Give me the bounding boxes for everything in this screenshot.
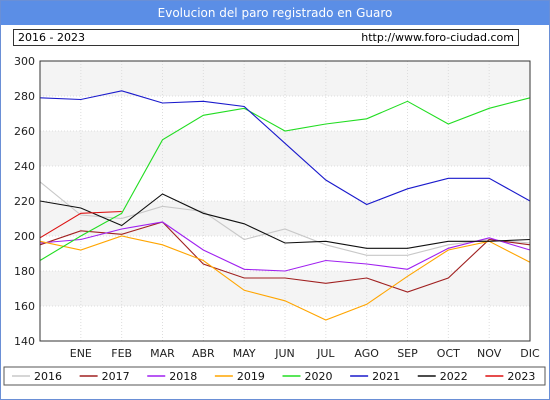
x-tick-label: JUL	[316, 347, 335, 360]
x-tick-label: OCT	[437, 347, 460, 360]
source-url: http://www.foro-ciudad.com	[361, 31, 514, 44]
period-label: 2016 - 2023	[18, 31, 85, 44]
legend-label-2023: 2023	[507, 370, 535, 383]
series-line-2023	[39, 210, 122, 239]
legend-label-2022: 2022	[440, 370, 468, 383]
series-line-2020	[39, 97, 531, 261]
plot-band	[40, 271, 530, 306]
info-bar: 2016 - 2023 http://www.foro-ciudad.com	[13, 29, 519, 46]
legend-box	[3, 366, 546, 386]
x-tick-label: ABR	[192, 347, 215, 360]
y-tick-label: 240	[14, 160, 35, 173]
x-tick-label: FEB	[111, 347, 132, 360]
legend-label-2021: 2021	[372, 370, 400, 383]
plot-band	[40, 96, 530, 131]
y-tick-label: 260	[14, 125, 35, 138]
y-axis-ticks: 140 160 180 200 220 240 260 280 300	[14, 55, 35, 348]
chart-title: Evolucion del paro registrado en Guaro	[1, 1, 549, 25]
y-tick-label: 220	[14, 195, 35, 208]
series-line-2021	[39, 90, 531, 206]
plot-band	[40, 306, 530, 341]
legend: 2016 2017 2018 2019 2020 2021 2022 2023	[3, 366, 546, 386]
x-tick-label: NOV	[477, 347, 502, 360]
legend-label-2016: 2016	[34, 370, 62, 383]
legend-label-2018: 2018	[169, 370, 197, 383]
y-tick-label: 140	[14, 335, 35, 348]
x-axis-ticks: ENE FEB MAR ABR MAY JUN JUL AGO SEP OCT NOV DIC	[70, 347, 540, 360]
legend-label-2019: 2019	[237, 370, 265, 383]
x-tick-label: JUN	[274, 347, 295, 360]
series-lines	[39, 90, 531, 321]
plot-band	[40, 61, 530, 96]
x-tick-label: AGO	[354, 347, 379, 360]
series-line-2016	[39, 181, 531, 256]
plot-band	[40, 166, 530, 201]
x-tick-label: ENE	[70, 347, 92, 360]
series-line-2018	[39, 221, 531, 272]
y-tick-label: 280	[14, 90, 35, 103]
y-tick-label: 300	[14, 55, 35, 68]
y-tick-label: 200	[14, 230, 35, 243]
y-tick-label: 180	[14, 265, 35, 278]
plot-border	[39, 60, 531, 342]
legend-label-2020: 2020	[305, 370, 333, 383]
y-tick-label: 160	[14, 300, 35, 313]
series-line-2017	[39, 221, 531, 293]
x-tick-label: MAR	[150, 347, 175, 360]
x-tick-label: MAY	[233, 347, 256, 360]
series-line-2022	[39, 193, 531, 249]
series-line-2019	[39, 235, 531, 321]
x-tick-label: SEP	[397, 347, 418, 360]
x-tick-label: DIC	[520, 347, 540, 360]
legend-label-2017: 2017	[102, 370, 130, 383]
